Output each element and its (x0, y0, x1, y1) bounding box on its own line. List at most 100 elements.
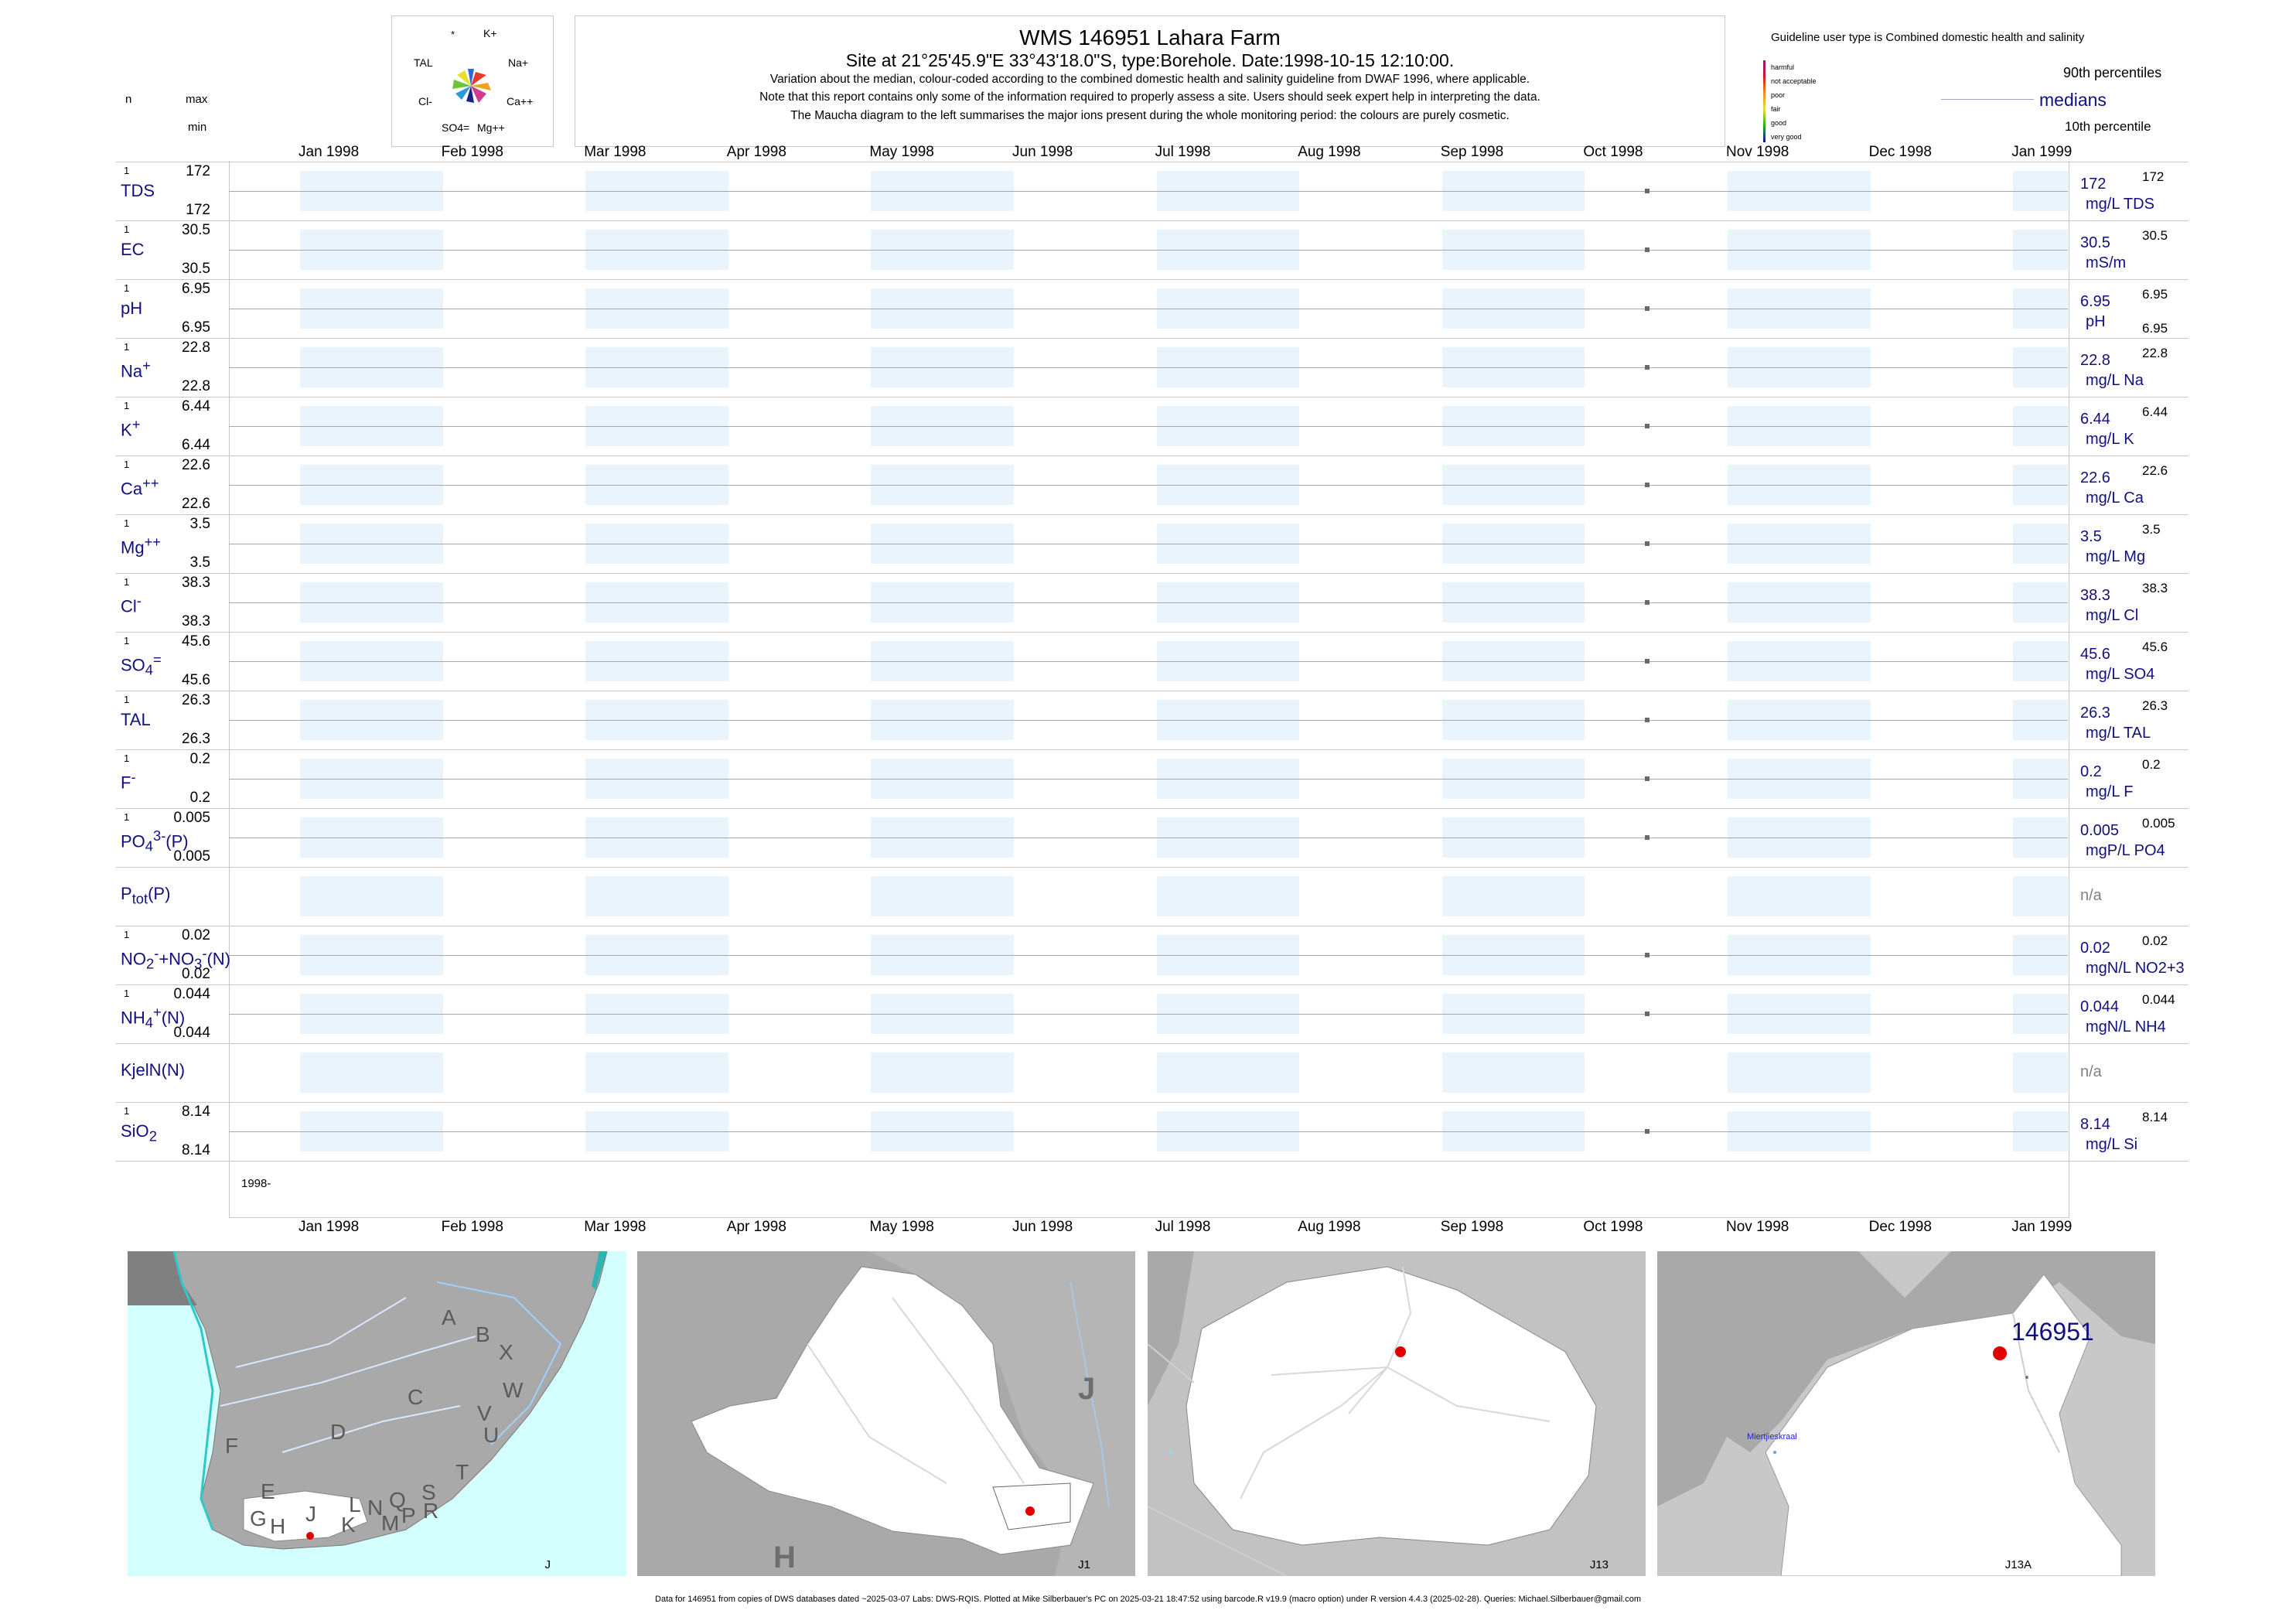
row-unit: mg/L SO4 (2086, 666, 2155, 683)
parameter-row: 1 38.3 38.3 Cl- 38.3 mg/L Cl 38.3 (0, 573, 2296, 632)
row-n: 1 (124, 811, 130, 823)
month-tick-label: Sep 1998 (1440, 144, 1504, 160)
note-line-2: Note that this report contains only some… (759, 90, 1540, 104)
map1-region-letter: V (477, 1401, 492, 1425)
row-p90-value: 45.6 (2142, 640, 2168, 654)
month-tick-label: Nov 1998 (1726, 1219, 1789, 1235)
legend-level: harmful (1771, 63, 1795, 71)
guideline-title: Guideline user type is Combined domestic… (1771, 31, 2085, 44)
row-min: 6.95 (182, 319, 210, 336)
row-p90-value: 6.95 (2142, 287, 2168, 302)
row-median-value: 0.02 (2080, 940, 2110, 957)
month-tick-label: Jun 1998 (1012, 144, 1073, 160)
row-median-value: 3.5 (2080, 528, 2102, 545)
row-unit: pH (2086, 313, 2106, 330)
map1-region-letter: A (442, 1305, 456, 1329)
data-point (1644, 189, 1650, 193)
legend-p10: 10th percentile (2065, 119, 2151, 134)
map-j13: J13 (1148, 1251, 1646, 1576)
title-box: WMS 146951 Lahara Farm Site at 21°25'45.… (575, 15, 1725, 147)
row-p90-value: 0.005 (2142, 816, 2175, 831)
data-point (1644, 424, 1650, 428)
parameter-row: 1 0.2 0.2 F- 0.2 mg/L F 0.2 (0, 749, 2296, 808)
legend-color-bar (1763, 60, 1765, 142)
row-n: 1 (124, 517, 130, 529)
month-tick-label: Mar 1998 (584, 1219, 646, 1235)
parameter-row: 1 45.6 45.6 SO4= 45.6 mg/L SO4 45.6 (0, 632, 2296, 691)
row-divider (116, 1102, 2189, 1103)
maucha-na: Na+ (508, 56, 529, 69)
map3-corner-label: J13 (1589, 1558, 1609, 1571)
note-line-1: Variation about the median, colour-coded… (769, 73, 1530, 86)
row-min: 0.2 (189, 790, 210, 806)
map1-region-letter: J (305, 1502, 316, 1526)
row-max: 0.044 (173, 986, 210, 1002)
parameter-row: 1 6.44 6.44 K+ 6.44 mg/L K 6.44 (0, 397, 2296, 455)
month-tick-label: Feb 1998 (441, 1219, 503, 1235)
row-p90-value: 30.5 (2142, 228, 2168, 243)
row-parameter-label: NH4+(N) (121, 1004, 186, 1031)
month-tick-label: Sep 1998 (1440, 1219, 1504, 1235)
month-tick-label: May 1998 (869, 144, 934, 160)
median-line (229, 367, 2068, 368)
median-line (229, 485, 2068, 486)
row-median-value: 38.3 (2080, 587, 2110, 604)
month-band (2013, 1053, 2068, 1093)
maucha-diagram: * K+ TAL Na+ Cl- Ca++ SO4= Mg++ (391, 15, 554, 147)
month-band (871, 1053, 1014, 1093)
row-parameter-label: TAL (121, 710, 151, 729)
map1-region-letter: P (401, 1503, 416, 1527)
map1-region-letter: U (483, 1423, 500, 1447)
row-divider (116, 514, 2189, 515)
guideline-legend: harmful not acceptable poor fair good very go… (1763, 60, 1856, 142)
row-unit: mg/L TAL (2086, 725, 2151, 742)
month-tick-label: May 1998 (869, 1219, 934, 1235)
row-p90-value: 0.02 (2142, 933, 2168, 948)
data-point (1644, 659, 1650, 664)
row-max: 6.95 (182, 281, 210, 297)
maucha-star: * (451, 29, 455, 40)
data-point (1644, 541, 1650, 546)
row-max: 6.44 (182, 398, 210, 415)
row-p90-value: 8.14 (2142, 1110, 2168, 1124)
row-min: 45.6 (182, 672, 210, 688)
parameter-row: 1 0.005 0.005 PO43-(P) 0.005 mgP/L PO4 0.005 (0, 808, 2296, 867)
map1-region-letter: T (455, 1460, 469, 1484)
month-tick-label: Aug 1998 (1298, 1219, 1361, 1235)
parameter-row: 1 0.02 0.02 NO2-+NO3-(N) 0.02 mgN/L NO2+3 0.02 (0, 926, 2296, 984)
row-n: 1 (124, 988, 130, 999)
row-unit: mS/m (2086, 254, 2127, 271)
bottom-month-axis: Jan 1998 Feb 1998 Mar 1998 Apr 1998 May 1998… (0, 1219, 2296, 1237)
maucha-mg: Mg++ (477, 121, 505, 134)
month-tick-label: Jan 1998 (299, 1219, 360, 1235)
month-tick-label: Dec 1998 (1868, 1219, 1932, 1235)
map-j13-shape (1148, 1251, 1646, 1576)
map1-region-letter: S (421, 1480, 436, 1504)
parameter-row: 1 172 172 TDS 172 mg/L TDS 172 (0, 162, 2296, 220)
row-parameter-label: Mg++ (121, 534, 161, 558)
month-band (1156, 876, 1300, 916)
month-band (1728, 876, 1871, 916)
map1-region-letter: N (367, 1496, 384, 1520)
row-parameter-label: SiO2 (121, 1121, 157, 1145)
row-divider (116, 1043, 2189, 1044)
month-band (300, 876, 443, 916)
month-tick-label: Jan 1998 (299, 144, 360, 160)
row-max: 0.005 (173, 810, 210, 826)
row-median-value: 45.6 (2080, 646, 2110, 663)
median-line (229, 426, 2068, 427)
row-min: 172 (186, 202, 210, 218)
row-p90-value: 172 (2142, 169, 2165, 184)
median-line (229, 955, 2068, 956)
parameter-row: 1 22.8 22.8 Na+ 22.8 mg/L Na 22.8 (0, 338, 2296, 397)
row-p10-value: 6.95 (2142, 321, 2168, 336)
map1-region-letter: L (349, 1493, 361, 1517)
row-n: 1 (124, 459, 130, 470)
map1-region-letter: B (476, 1322, 490, 1346)
month-tick-label: Feb 1998 (441, 144, 503, 160)
parameter-row: 1 22.6 22.6 Ca++ 22.6 mg/L Ca 22.6 (0, 455, 2296, 514)
month-tick-label: Jun 1998 (1012, 1219, 1073, 1235)
row-parameter-label: Cl- (121, 592, 142, 616)
month-band (871, 876, 1014, 916)
row-min: 0.02 (182, 966, 210, 982)
